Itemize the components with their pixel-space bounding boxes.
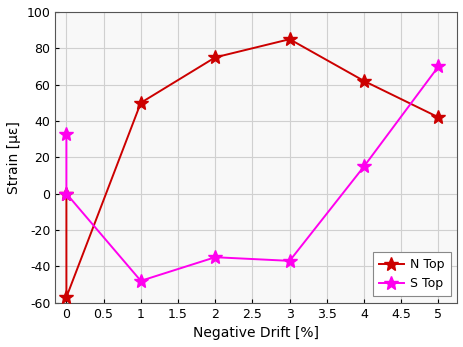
N Top — [212, 55, 218, 59]
S Top — [435, 64, 440, 68]
S Top — [138, 279, 143, 283]
S Top — [63, 192, 69, 196]
N Top — [138, 101, 143, 105]
N Top — [361, 79, 366, 83]
N Top — [63, 192, 69, 196]
S Top — [212, 255, 218, 259]
N Top — [286, 37, 292, 41]
S Top — [361, 164, 366, 168]
S Top — [63, 132, 69, 136]
Legend: N Top, S Top: N Top, S Top — [372, 252, 450, 296]
Line: S Top: S Top — [59, 59, 444, 288]
N Top — [435, 115, 440, 119]
X-axis label: Negative Drift [%]: Negative Drift [%] — [193, 326, 319, 340]
S Top — [286, 259, 292, 263]
Y-axis label: Strain [με]: Strain [με] — [7, 121, 21, 194]
Line: N Top: N Top — [59, 32, 444, 304]
N Top — [63, 295, 69, 299]
